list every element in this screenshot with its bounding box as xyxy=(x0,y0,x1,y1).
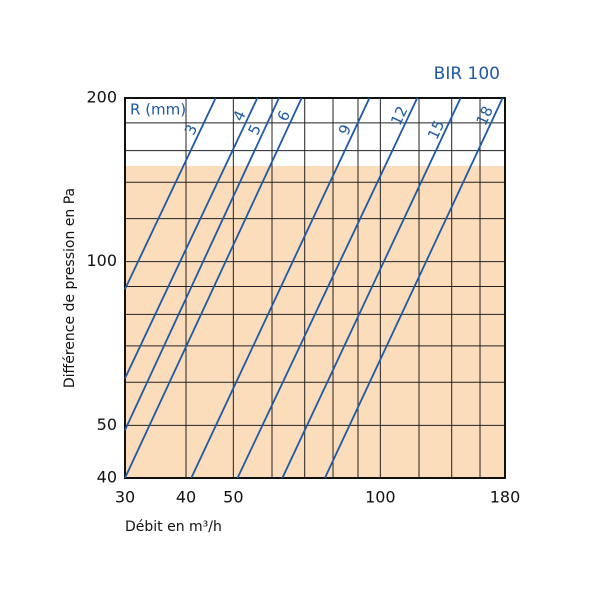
series-line xyxy=(124,97,280,431)
legend-title: R (mm) xyxy=(130,101,186,119)
x-tick-label: 40 xyxy=(176,488,196,507)
series-label: 4 xyxy=(229,108,249,124)
x-tick-label: 100 xyxy=(365,488,396,507)
series-line xyxy=(281,97,462,479)
chart-title: BIR 100 xyxy=(434,64,500,84)
series-line xyxy=(190,97,371,479)
x-tick-label: 30 xyxy=(115,488,135,507)
y-tick-label: 200 xyxy=(86,88,117,107)
series-label: 15 xyxy=(424,117,448,142)
y-axis-label: Différence de pression en Pa xyxy=(62,188,78,388)
y-tick-label: 100 xyxy=(86,251,117,270)
series-line xyxy=(324,97,504,479)
series-label: 5 xyxy=(244,122,264,138)
series-line xyxy=(124,97,259,379)
shaded-region xyxy=(125,165,505,478)
x-tick-label: 50 xyxy=(223,488,243,507)
series-label: 3 xyxy=(181,122,201,138)
series-line xyxy=(236,97,419,479)
series-label: 6 xyxy=(274,108,294,124)
series-label: 9 xyxy=(335,122,355,138)
x-tick-label: 180 xyxy=(490,488,521,507)
series-label: 18 xyxy=(473,103,497,128)
y-tick-label: 40 xyxy=(97,468,117,487)
series-line xyxy=(124,97,303,479)
x-axis-label: Débit en m³/h xyxy=(125,519,222,535)
series-label: 12 xyxy=(387,103,411,128)
series-line xyxy=(124,97,217,290)
y-tick-label: 50 xyxy=(97,415,117,434)
